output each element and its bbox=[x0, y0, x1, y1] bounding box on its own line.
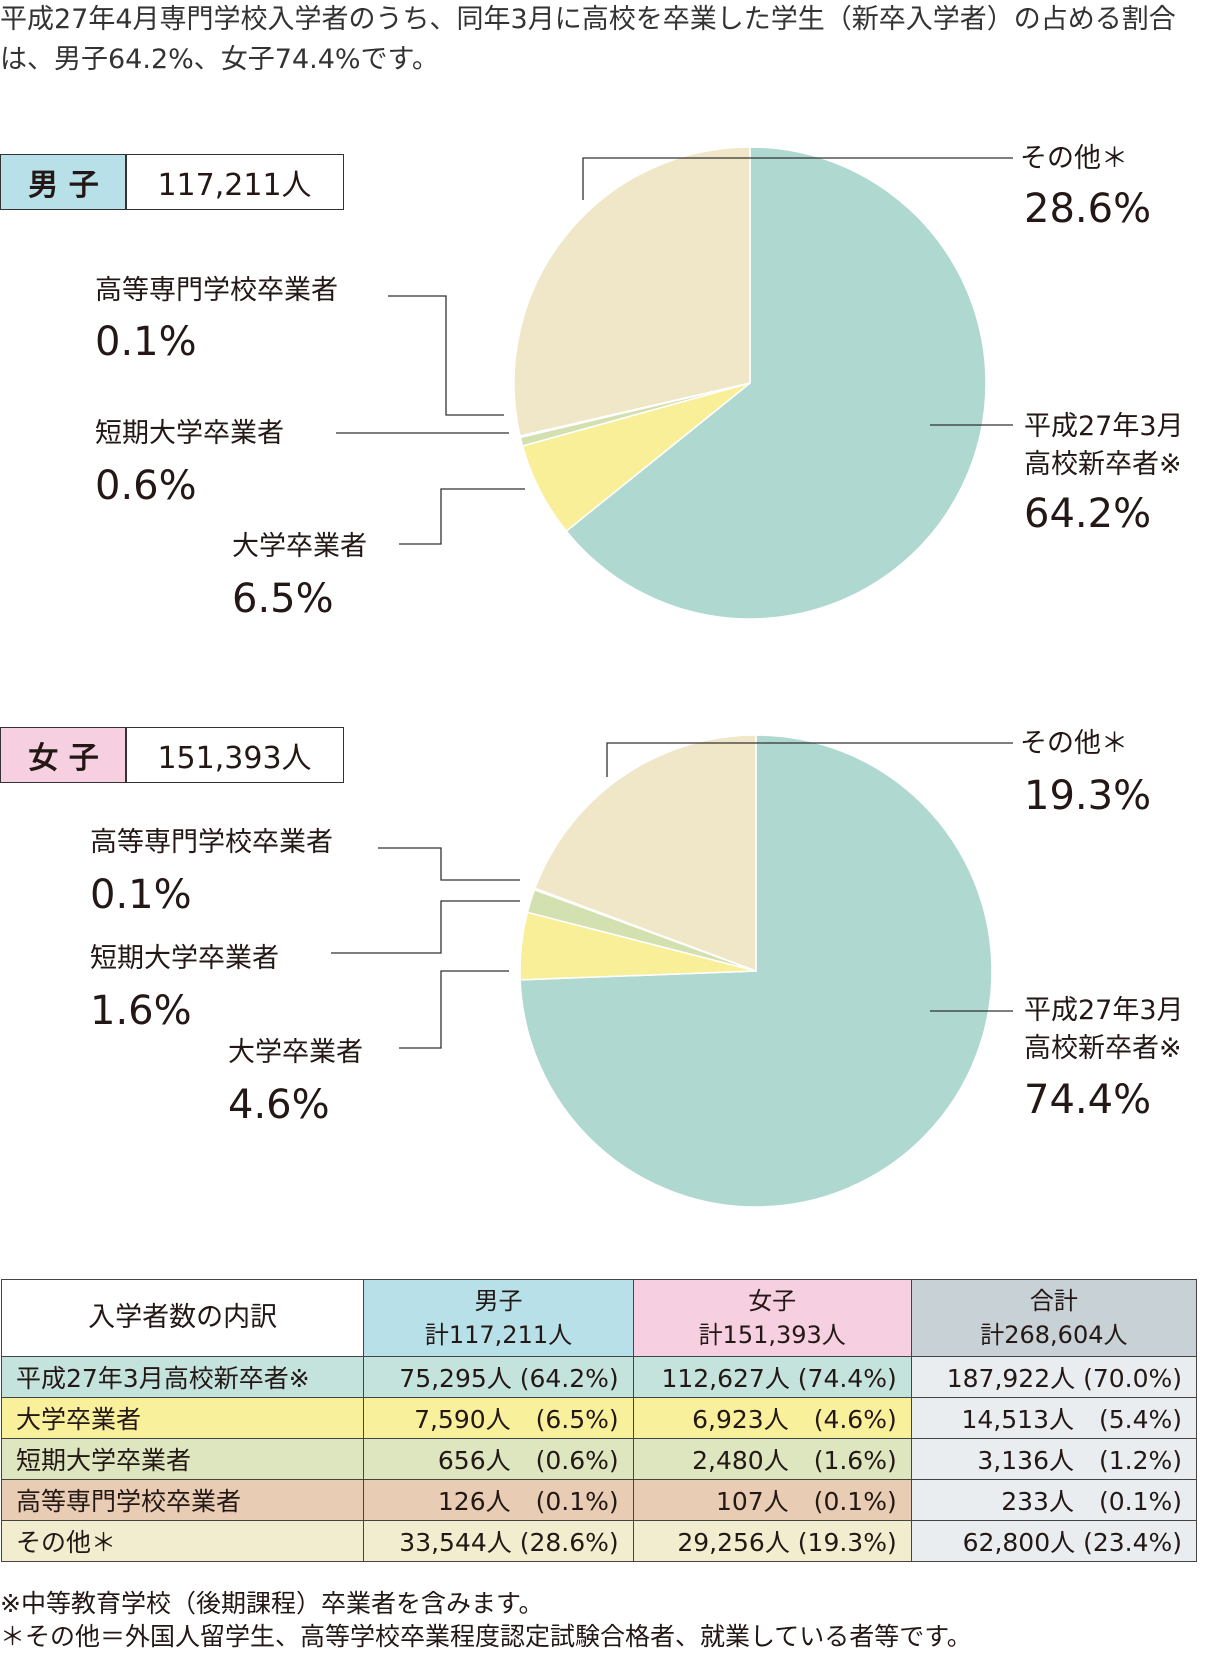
pie-slice bbox=[565, 146, 987, 620]
leader-line bbox=[582, 157, 1013, 200]
category-label: 平成27年3月 高校新卒者※ bbox=[1024, 411, 1184, 480]
category-label: 大学卒業者 bbox=[228, 1037, 363, 1068]
table-row: 短期大学卒業者 656人 (0.6%) 2,480人 (1.6%) 3,136人 (1… bbox=[0, 1438, 1198, 1480]
table-cell: 112,627人 (74.4%) bbox=[632, 1356, 912, 1398]
table-cell: 62,800人 (23.4%) bbox=[910, 1520, 1198, 1562]
header-cell: 女子計151,393人 bbox=[632, 1279, 912, 1357]
table-row: その他＊ 33,544人 (28.6%) 29,256人 (19.3%) 62,800… bbox=[0, 1520, 1198, 1562]
category-label: 高等専門学校卒業者 bbox=[95, 275, 338, 306]
header-cell: 合計計268,604人 bbox=[910, 1279, 1198, 1357]
category-label: 高等専門学校卒業者 bbox=[90, 827, 333, 858]
value-label: 0.6% bbox=[95, 463, 197, 509]
chart-title: 男 子 bbox=[0, 154, 127, 210]
value-label: 4.6% bbox=[228, 1082, 330, 1128]
category-label: その他＊ bbox=[1020, 143, 1128, 174]
table-cell: 29,256人 (19.3%) bbox=[632, 1520, 912, 1562]
leader-line bbox=[399, 488, 525, 545]
value-label: 6.5% bbox=[232, 576, 334, 622]
table-cell: 75,295人 (64.2%) bbox=[363, 1356, 634, 1398]
intro-text: 平成27年4月専門学校入学者のうち、同年3月に高校を卒業した学生（新卒入学者）の… bbox=[0, 4, 1176, 75]
category-label: 平成27年3月 高校新卒者※ bbox=[1024, 995, 1184, 1064]
header-cell: 男子計117,211人 bbox=[363, 1279, 634, 1357]
category-label: 大学卒業者 bbox=[232, 531, 367, 562]
value-label: 0.1% bbox=[95, 319, 197, 365]
table-cell: 3,136人 (1.2%) bbox=[910, 1438, 1198, 1480]
chart-total: 117,211人 bbox=[125, 154, 344, 210]
table-cell: 233人 (0.1%) bbox=[910, 1479, 1198, 1521]
column-total: 計151,393人 bbox=[698, 1321, 846, 1349]
leader-line bbox=[399, 970, 509, 1049]
table-cell: 126人 (0.1%) bbox=[363, 1479, 634, 1521]
table-row: 大学卒業者 7,590人 (6.5%) 6,923人 (4.6%) 14,513人 (… bbox=[0, 1397, 1198, 1439]
table-cell: 高等専門学校卒業者 bbox=[0, 1479, 365, 1521]
value-label: 1.6% bbox=[90, 988, 192, 1034]
table-cell: 14,513人 (5.4%) bbox=[910, 1397, 1198, 1439]
value-label: 0.1% bbox=[90, 872, 192, 918]
table-cell: 平成27年3月高校新卒者※ bbox=[0, 1356, 365, 1398]
category-label: 短期大学卒業者 bbox=[90, 943, 279, 974]
table-cell: 短期大学卒業者 bbox=[0, 1438, 365, 1480]
breakdown-table: 入学者数の内訳 男子 計117,211人 女子 計151,393人 合計 計268,604人… bbox=[0, 1279, 1198, 1562]
column-name: 女子 bbox=[748, 1287, 797, 1315]
pie-slice bbox=[513, 146, 751, 437]
table-row: 高等専門学校卒業者 126人 (0.1%) 107人 (0.1%) 233人 (0.1… bbox=[0, 1479, 1198, 1521]
value-label: 74.4% bbox=[1024, 1077, 1152, 1123]
chart-title: 女 子 bbox=[0, 727, 127, 783]
table-cell: 大学卒業者 bbox=[0, 1397, 365, 1439]
leader-line bbox=[331, 900, 520, 954]
table-cell: 107人 (0.1%) bbox=[632, 1479, 912, 1521]
header-cell: 入学者数の内訳 bbox=[0, 1279, 365, 1357]
header-row: 入学者数の内訳 男子 計117,211人 女子 計151,393人 合計 計268,604人 bbox=[0, 1279, 1198, 1357]
table-cell: 187,922人 (70.0%) bbox=[910, 1356, 1198, 1398]
column-total: 計268,604人 bbox=[980, 1321, 1128, 1349]
column-name: 合計 bbox=[1029, 1287, 1078, 1315]
category-label: 短期大学卒業者 bbox=[95, 418, 284, 449]
pie-slice bbox=[534, 734, 757, 973]
table-cell: 33,544人 (28.6%) bbox=[363, 1520, 634, 1562]
table-row: 平成27年3月高校新卒者※ 75,295人 (64.2%) 112,627人 (74… bbox=[0, 1356, 1198, 1398]
leader-line bbox=[378, 847, 520, 881]
charts bbox=[331, 146, 1013, 1208]
column-name: 男子 bbox=[474, 1287, 523, 1315]
footnote: ＊その他＝外国人留学生、高等学校卒業程度認定試験合格者、就業している者等です。 bbox=[0, 1622, 972, 1651]
table-cell: 2,480人 (1.6%) bbox=[632, 1438, 912, 1480]
table-cell: 7,590人 (6.5%) bbox=[363, 1397, 634, 1439]
leader-line bbox=[606, 742, 1013, 777]
value-label: 19.3% bbox=[1024, 773, 1152, 819]
value-label: 64.2% bbox=[1024, 491, 1152, 537]
column-total: 計117,211人 bbox=[424, 1321, 573, 1349]
footnote: ※中等教育学校（後期課程）卒業者を含みます。 bbox=[0, 1589, 544, 1618]
column-name: 入学者数の内訳 bbox=[88, 1302, 278, 1333]
chart-total: 151,393人 bbox=[125, 727, 344, 783]
leader-line bbox=[388, 295, 504, 416]
category-label: その他＊ bbox=[1020, 728, 1128, 759]
value-label: 28.6% bbox=[1024, 186, 1152, 232]
table-cell: 6,923人 (4.6%) bbox=[632, 1397, 912, 1439]
table-cell: 656人 (0.6%) bbox=[363, 1438, 634, 1480]
table-cell: その他＊ bbox=[0, 1520, 365, 1562]
